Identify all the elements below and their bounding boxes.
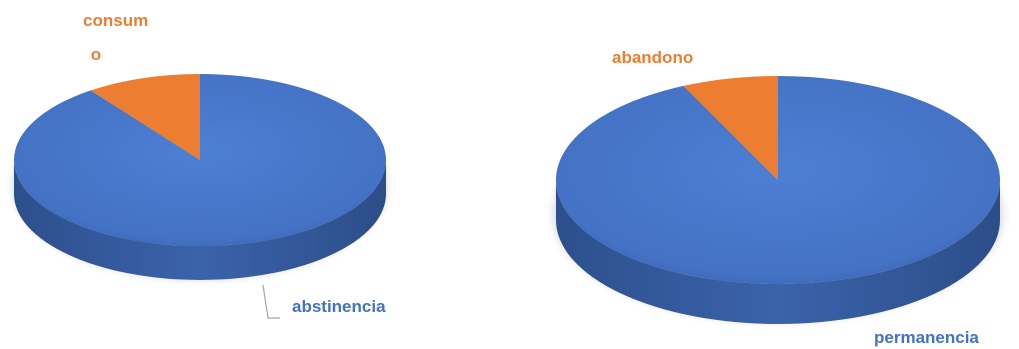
pie-slice-permanencia	[556, 76, 1001, 284]
pie-side-wall	[14, 160, 386, 280]
pie-slice-consumo	[90, 74, 200, 160]
pie-chart-consumo: consum o abstinencia	[13, 11, 386, 319]
pie-chart-abandono: abandono permanencia	[554, 48, 1002, 347]
slice-label-consumo: consum o	[83, 11, 153, 64]
slice-label-abandono: abandono	[612, 48, 693, 67]
label-leader-line	[262, 284, 280, 319]
pie-slice-abandono	[683, 76, 778, 180]
slice-label-permanencia: permanencia	[874, 328, 979, 347]
pie-slice-abstinencia	[13, 74, 386, 246]
pie-side-wall	[556, 180, 1000, 324]
slice-label-abstinencia: abstinencia	[292, 297, 386, 316]
